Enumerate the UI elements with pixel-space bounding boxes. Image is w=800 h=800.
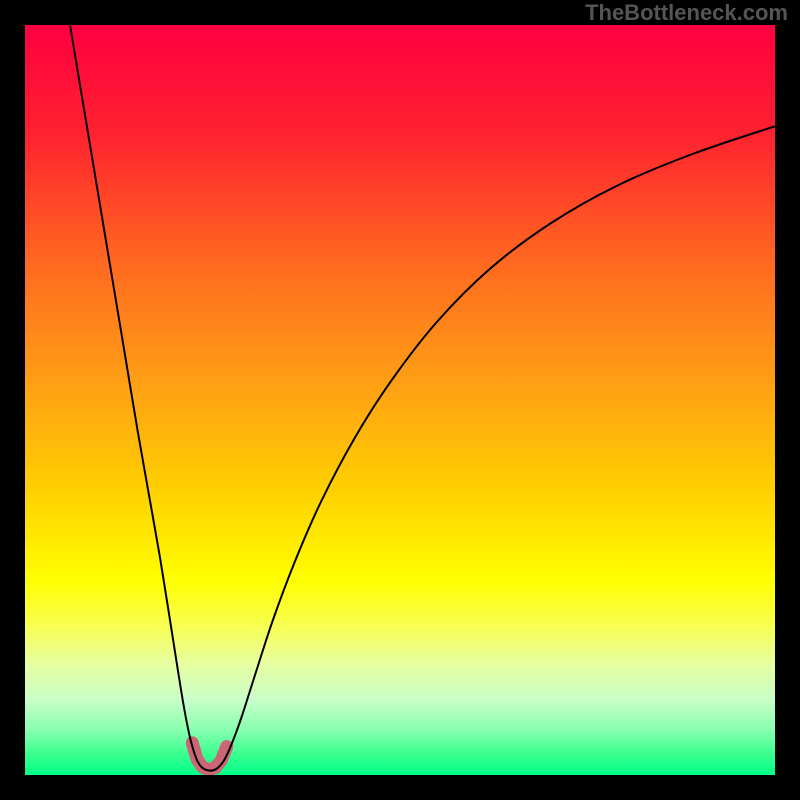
- plot-svg: [25, 25, 775, 775]
- plot-background: [25, 25, 775, 775]
- watermark-text: TheBottleneck.com: [585, 0, 788, 26]
- plot-area: [25, 25, 775, 775]
- chart-container: TheBottleneck.com: [0, 0, 800, 800]
